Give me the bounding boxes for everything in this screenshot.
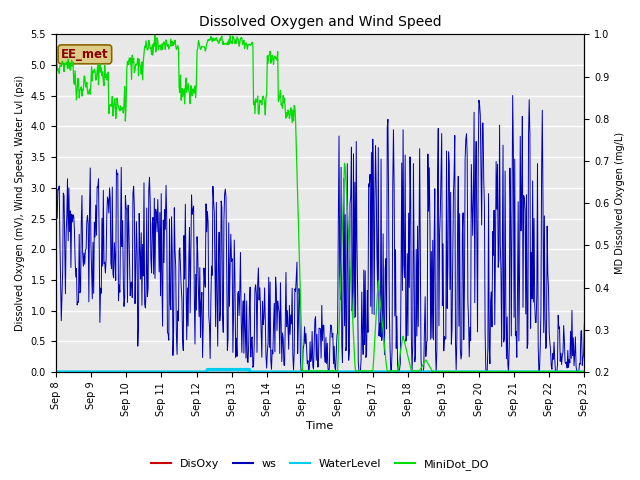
Y-axis label: Dissolved Oxygen (mV), Wind Speed, Water Lvl (psi): Dissolved Oxygen (mV), Wind Speed, Water…: [15, 75, 25, 331]
Title: Dissolved Oxygen and Wind Speed: Dissolved Oxygen and Wind Speed: [199, 15, 442, 29]
X-axis label: Time: Time: [307, 421, 333, 432]
Y-axis label: MD Dissolved Oxygen (mg/L): MD Dissolved Oxygen (mg/L): [615, 132, 625, 274]
Text: EE_met: EE_met: [61, 48, 109, 61]
Legend: DisOxy, ws, WaterLevel, MiniDot_DO: DisOxy, ws, WaterLevel, MiniDot_DO: [147, 455, 493, 474]
